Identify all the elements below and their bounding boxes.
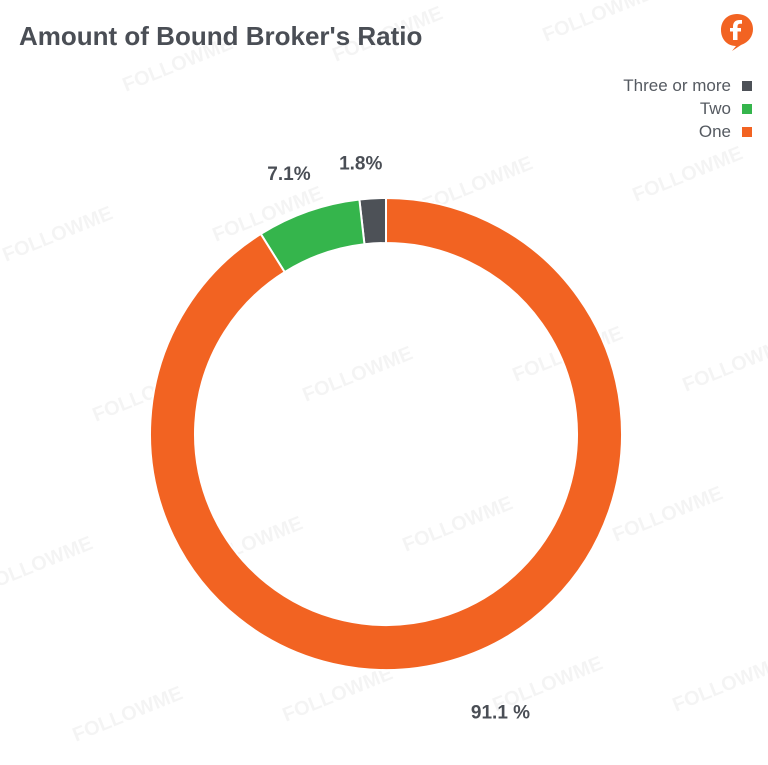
legend-label: Two: [699, 99, 731, 118]
legend-item-three-or-more[interactable]: Three or more: [623, 76, 752, 96]
label-three-or-more: 1.8%: [339, 153, 382, 174]
legend-item-two[interactable]: Two: [700, 99, 752, 119]
legend-swatch: [742, 127, 752, 137]
legend-label: Three or more: [623, 76, 731, 95]
label-one: 91.1 %: [471, 703, 530, 724]
chart-legend: Three or more Two One: [623, 76, 752, 142]
followme-logo-icon: [721, 14, 753, 51]
legend-label: One: [698, 122, 731, 141]
slice-one[interactable]: [149, 196, 623, 671]
chart-title: Amount of Bound Broker's Ratio: [19, 21, 423, 51]
legend-item-one[interactable]: One: [699, 122, 752, 142]
legend-swatch: [742, 104, 752, 114]
legend-swatch: [742, 81, 752, 91]
label-two: 7.1%: [267, 164, 310, 185]
